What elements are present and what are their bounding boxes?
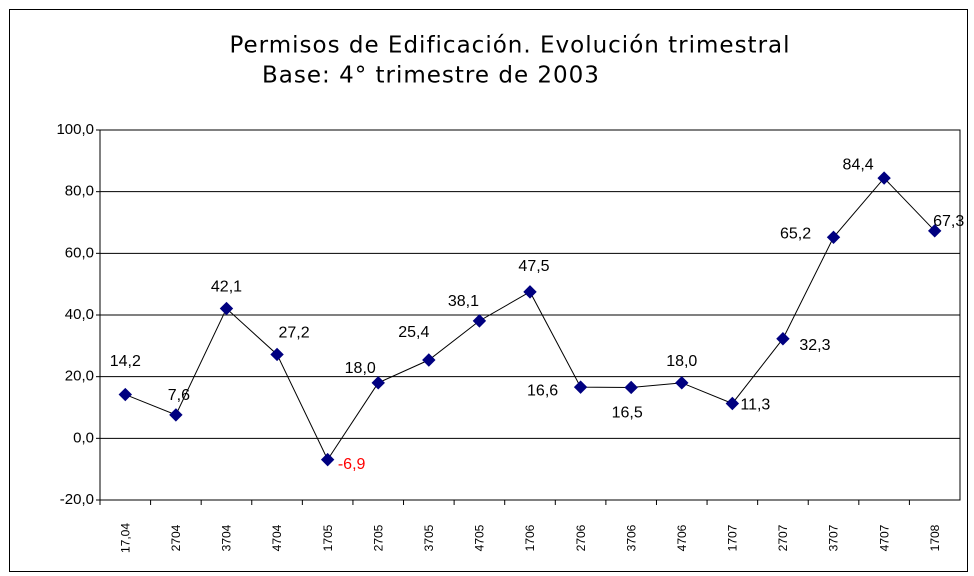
data-point xyxy=(169,408,183,422)
data-label: 25,4 xyxy=(398,324,429,341)
data-label: 32,3 xyxy=(799,337,830,354)
data-point xyxy=(675,376,689,390)
data-label: 47,5 xyxy=(518,258,549,275)
data-point xyxy=(371,376,385,390)
y-tick-label: 0,0 xyxy=(73,429,94,446)
data-label: 7,6 xyxy=(168,387,190,404)
data-point xyxy=(118,387,133,402)
x-tick-label: 1708 xyxy=(928,524,942,551)
y-tick-label: 80,0 xyxy=(65,183,94,200)
data-point xyxy=(523,285,537,299)
data-label: 16,6 xyxy=(527,382,558,399)
x-tick-label: 4707 xyxy=(877,524,891,551)
x-tick-label: 4706 xyxy=(675,524,689,551)
data-point xyxy=(219,301,234,316)
data-point xyxy=(877,171,891,185)
data-point xyxy=(725,396,740,411)
y-tick-label: 20,0 xyxy=(65,368,94,385)
x-tick-label: 17,04 xyxy=(118,523,132,553)
x-tick-label: 4705 xyxy=(473,524,487,551)
x-tick-label: 4704 xyxy=(270,524,284,551)
data-label: 67,3 xyxy=(933,213,964,230)
data-point xyxy=(422,353,436,367)
data-label: 84,4 xyxy=(843,156,874,173)
data-point xyxy=(927,224,942,238)
data-point xyxy=(320,452,335,467)
data-label: 38,1 xyxy=(448,293,479,310)
data-label: 18,0 xyxy=(666,353,697,370)
x-tick-label: 1707 xyxy=(726,524,740,551)
data-label: 27,2 xyxy=(278,325,309,342)
y-tick-label: 40,0 xyxy=(65,306,94,323)
x-tick-label: 3706 xyxy=(624,524,638,551)
data-label: 42,1 xyxy=(211,279,242,296)
data-point xyxy=(776,332,790,346)
data-label: 14,2 xyxy=(110,353,141,370)
y-tick-label: 100,0 xyxy=(56,121,94,138)
data-point xyxy=(624,380,638,395)
x-tick-label: 2705 xyxy=(371,524,385,551)
data-label: -6,9 xyxy=(338,456,366,473)
x-tick-label: 2706 xyxy=(574,524,588,551)
x-tick-label: 1706 xyxy=(523,524,537,551)
x-tick-label: 1705 xyxy=(321,524,335,551)
data-point xyxy=(472,314,487,328)
y-tick-label: -20,0 xyxy=(60,491,94,508)
data-point xyxy=(826,230,841,245)
data-label: 18,0 xyxy=(345,360,376,377)
y-tick-label: 60,0 xyxy=(65,244,94,261)
chart-subtitle: Base: 4° trimestre de 2003 xyxy=(262,63,600,89)
x-tick-label: 2704 xyxy=(169,524,183,551)
data-label: 11,3 xyxy=(740,397,770,414)
data-label: 16,5 xyxy=(612,405,643,422)
x-tick-label: 3705 xyxy=(422,524,436,551)
x-tick-label: 2707 xyxy=(776,524,790,551)
data-label: 65,2 xyxy=(780,226,811,243)
chart-title: Permisos de Edificación. Evolución trime… xyxy=(229,33,790,59)
data-point xyxy=(270,347,284,362)
x-tick-label: 3704 xyxy=(220,524,234,551)
x-tick-label: 3707 xyxy=(827,524,841,551)
data-point xyxy=(573,380,588,394)
